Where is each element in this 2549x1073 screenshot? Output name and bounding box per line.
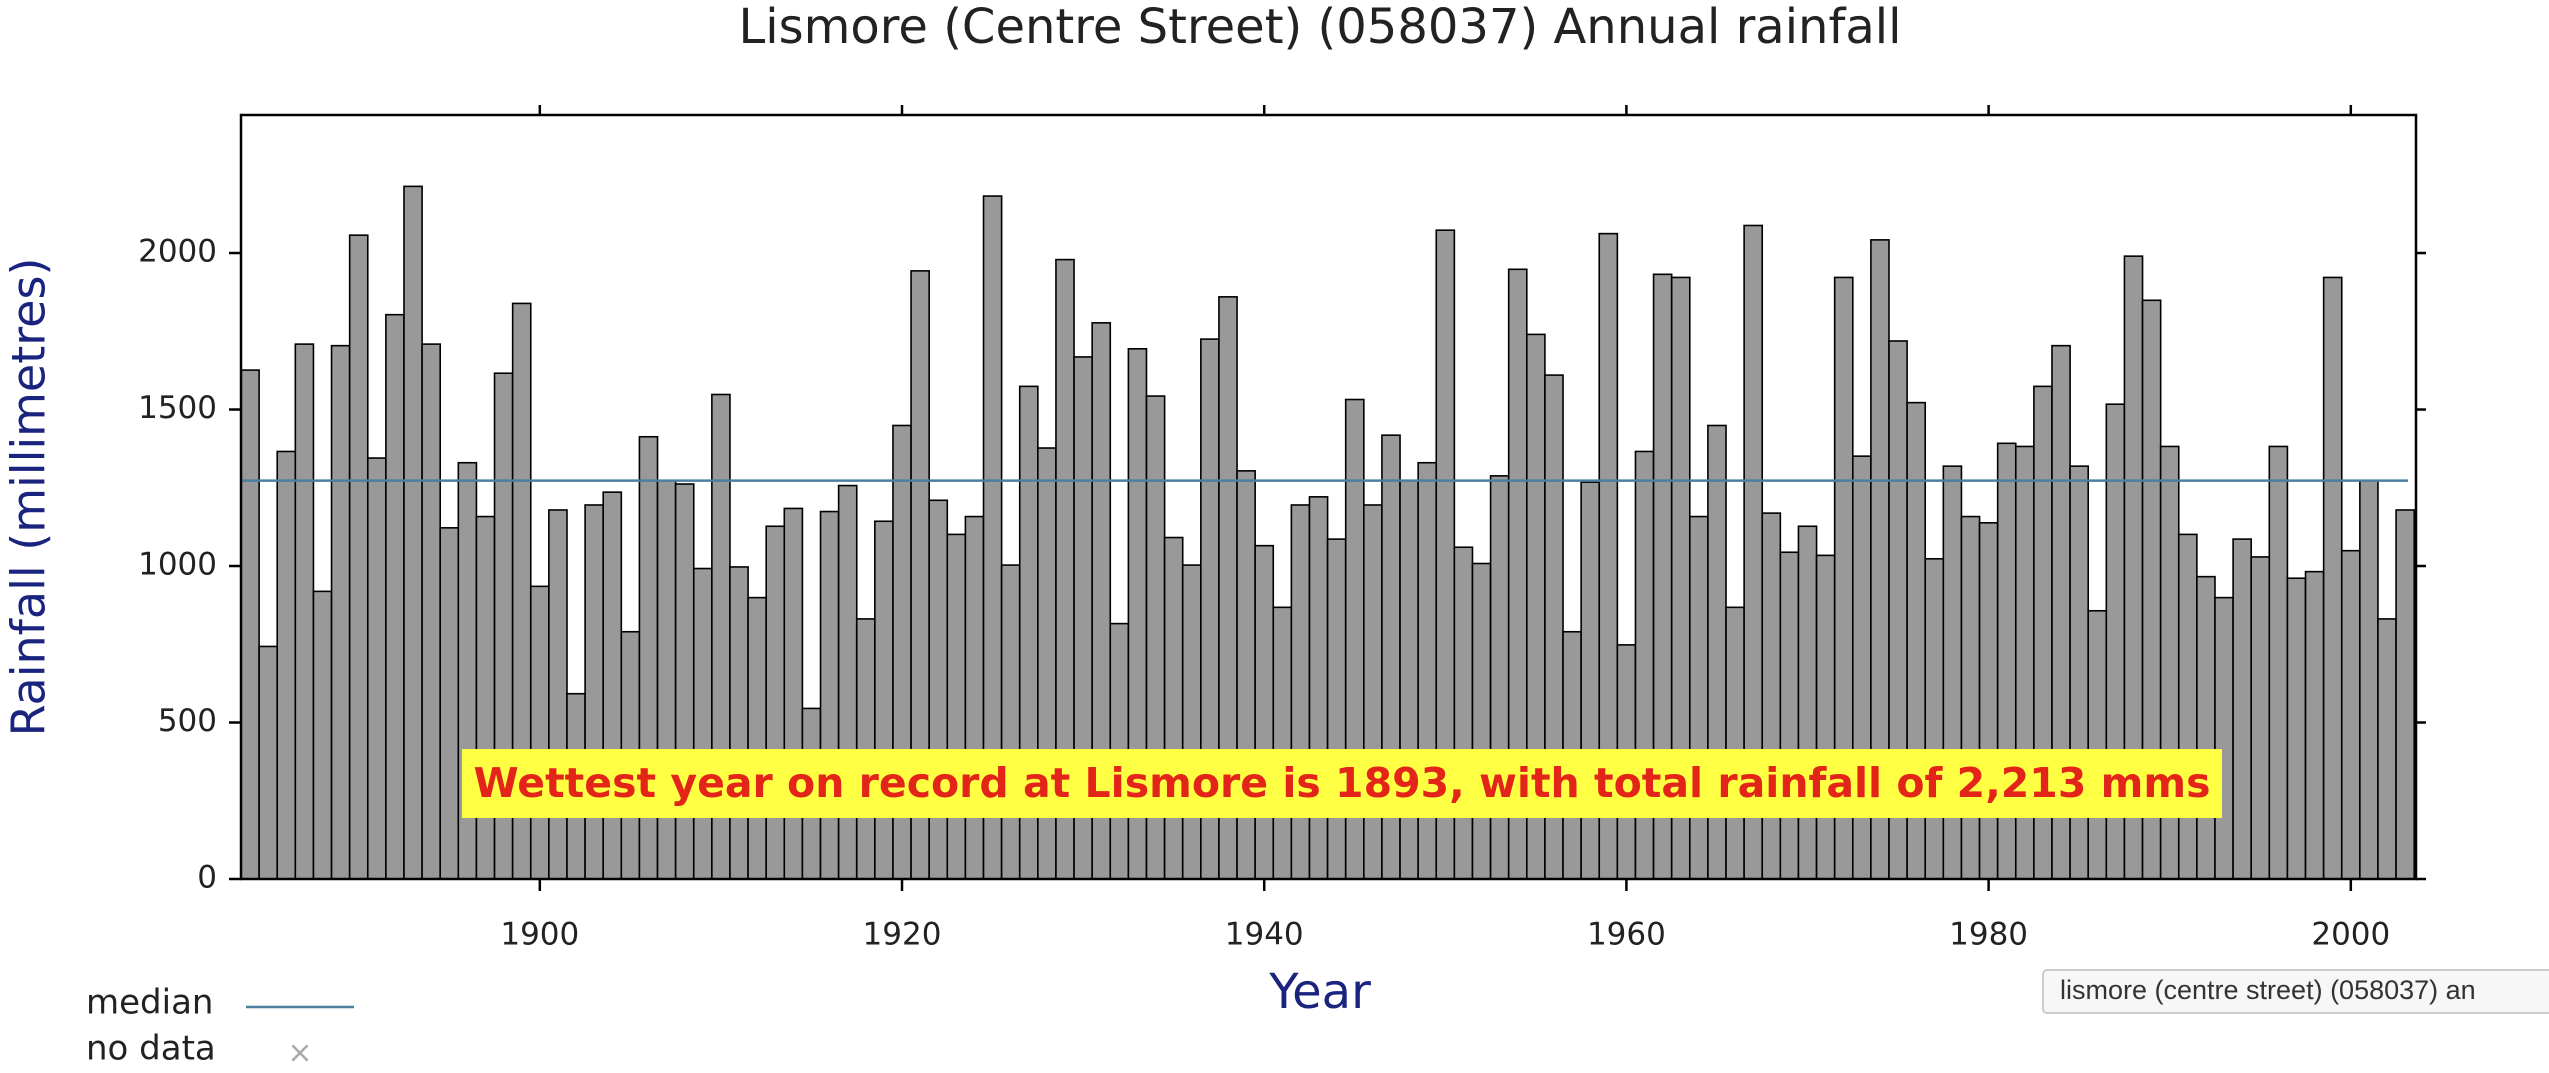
bar bbox=[2395, 509, 2415, 880]
bar bbox=[1363, 504, 1383, 880]
y-tick-label: 500 bbox=[158, 703, 217, 739]
bar bbox=[729, 566, 749, 880]
tooltip: lismore (centre street) (058037) an bbox=[2060, 975, 2476, 1005]
bar bbox=[2340, 549, 2361, 880]
bar bbox=[1254, 544, 1275, 880]
bar bbox=[2214, 596, 2234, 880]
bar bbox=[366, 457, 387, 880]
y-tick-label: 1000 bbox=[138, 547, 217, 583]
bar bbox=[2250, 556, 2271, 880]
bar bbox=[240, 369, 260, 880]
bar bbox=[529, 585, 550, 880]
bar bbox=[928, 499, 949, 880]
bar bbox=[1308, 496, 1329, 880]
y-tick-label: 1500 bbox=[138, 390, 217, 426]
x-axis-label: Year bbox=[1268, 964, 1371, 1020]
bar bbox=[2359, 479, 2379, 880]
bar bbox=[1453, 546, 1474, 880]
bar bbox=[1797, 525, 1818, 880]
bar bbox=[1471, 562, 1492, 880]
bar bbox=[2377, 618, 2397, 880]
overlay: Wettest year on record at Lismore is 189… bbox=[86, 749, 2549, 1071]
bar bbox=[2196, 575, 2216, 880]
x-tick-label: 1900 bbox=[500, 917, 579, 953]
bar bbox=[602, 491, 623, 880]
bar bbox=[421, 343, 442, 880]
bar bbox=[783, 507, 804, 880]
x-tick-label: 1920 bbox=[863, 917, 942, 953]
bar bbox=[765, 525, 786, 880]
bar bbox=[548, 509, 568, 880]
bar bbox=[1163, 536, 1184, 880]
bar bbox=[1399, 479, 1419, 880]
bar bbox=[2087, 609, 2108, 880]
annotation-box bbox=[462, 749, 2222, 818]
bar bbox=[837, 484, 858, 880]
annotation: Wettest year on record at Lismore is 189… bbox=[474, 759, 2211, 807]
bar bbox=[1326, 538, 1347, 880]
bar bbox=[692, 567, 713, 880]
x-tick-label: 1980 bbox=[1949, 917, 2028, 953]
bar bbox=[946, 533, 967, 880]
x-tick-label: 1940 bbox=[1225, 917, 1304, 953]
bar bbox=[385, 313, 405, 880]
bar bbox=[330, 344, 351, 880]
bar bbox=[656, 479, 677, 880]
bar bbox=[294, 343, 315, 880]
bar bbox=[584, 504, 604, 880]
legend-label: no data bbox=[86, 1029, 216, 1069]
bar bbox=[403, 185, 423, 880]
bar bbox=[1580, 481, 1601, 880]
bar bbox=[819, 510, 840, 880]
bar bbox=[1815, 554, 1836, 880]
bar bbox=[1290, 504, 1311, 880]
y-tick-label: 0 bbox=[197, 860, 217, 896]
bar bbox=[1688, 515, 1709, 880]
bar bbox=[1960, 515, 1981, 880]
bar bbox=[674, 483, 695, 880]
bar bbox=[439, 527, 460, 880]
x-tick-label: 2000 bbox=[2311, 917, 2390, 953]
bar bbox=[1489, 475, 1510, 880]
bar bbox=[348, 234, 369, 880]
bar bbox=[2322, 276, 2343, 880]
bar bbox=[1000, 564, 1021, 880]
bar bbox=[1779, 551, 1800, 880]
chart-title: Lismore (Centre Street) (058037) Annual … bbox=[739, 0, 1902, 55]
bar bbox=[1924, 558, 1945, 880]
y-tick-label: 2000 bbox=[138, 234, 217, 270]
bar bbox=[2232, 538, 2252, 880]
bar bbox=[1761, 512, 1782, 880]
bar bbox=[874, 520, 894, 880]
bar bbox=[2304, 570, 2325, 880]
y-axis-label: Rainfall (millimetres) bbox=[2, 258, 56, 737]
bar bbox=[747, 596, 767, 880]
bar bbox=[964, 515, 985, 880]
legend-swatch: × bbox=[287, 1036, 312, 1071]
bar bbox=[1978, 522, 1999, 880]
x-tick-label: 1960 bbox=[1587, 917, 1666, 953]
plot-frame bbox=[239, 113, 2418, 881]
bar bbox=[312, 590, 333, 880]
bar bbox=[276, 450, 297, 880]
bar bbox=[258, 645, 279, 880]
bar bbox=[475, 515, 496, 880]
legend-label: median bbox=[86, 983, 213, 1023]
bar bbox=[1725, 606, 1745, 880]
tooltip-box bbox=[2042, 969, 2549, 1014]
bar bbox=[855, 618, 876, 880]
bar bbox=[1181, 564, 1202, 880]
bar bbox=[1272, 606, 1293, 880]
bar bbox=[2177, 533, 2198, 880]
bar bbox=[2286, 577, 2307, 880]
bar bbox=[2268, 445, 2289, 880]
